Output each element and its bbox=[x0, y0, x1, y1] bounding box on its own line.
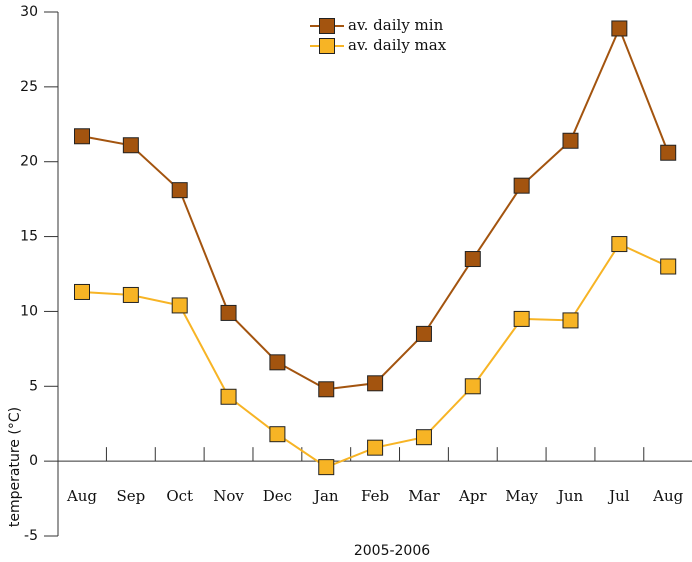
data-point bbox=[74, 128, 90, 145]
data-point bbox=[562, 132, 579, 149]
y-tick-label: 5 bbox=[29, 378, 38, 394]
data-point bbox=[660, 144, 677, 161]
data-point bbox=[611, 236, 628, 253]
x-tick-label: Jan bbox=[312, 487, 339, 505]
y-tick-label: 10 bbox=[20, 303, 38, 319]
data-point bbox=[122, 286, 139, 303]
y-tick-label: 20 bbox=[20, 154, 38, 170]
y-tick-label: 0 bbox=[29, 453, 38, 469]
x-tick-label: May bbox=[505, 487, 538, 505]
data-point bbox=[513, 177, 530, 194]
data-point bbox=[660, 258, 677, 275]
x-tick-label: Oct bbox=[166, 487, 193, 505]
data-point bbox=[415, 325, 432, 342]
data-point bbox=[171, 297, 188, 314]
series-line bbox=[81, 25, 670, 391]
y-axis-label: temperature (°C) bbox=[7, 407, 23, 527]
x-tick-label: Dec bbox=[263, 487, 292, 505]
data-point bbox=[220, 388, 237, 405]
data-point bbox=[220, 304, 237, 321]
legend-label: av. daily min bbox=[348, 16, 444, 34]
x-tick-label: Aug bbox=[652, 487, 683, 505]
x-tick-label: Apr bbox=[458, 487, 487, 505]
x-tick-label: Mar bbox=[408, 487, 440, 505]
y-tick-label: 25 bbox=[20, 79, 38, 95]
x-tick-label: Sep bbox=[116, 487, 145, 505]
y-tick-label: -5 bbox=[24, 528, 38, 544]
data-point bbox=[367, 375, 384, 392]
data-point bbox=[269, 354, 286, 371]
x-tick-label: Aug bbox=[66, 487, 97, 505]
data-point bbox=[318, 381, 335, 398]
legend-marker bbox=[319, 38, 335, 54]
data-point bbox=[367, 439, 384, 456]
data-point bbox=[513, 310, 530, 327]
data-point bbox=[415, 429, 432, 446]
legend-label: av. daily max bbox=[348, 36, 447, 54]
data-point bbox=[562, 312, 579, 329]
data-point bbox=[74, 283, 90, 300]
data-point bbox=[122, 137, 139, 154]
data-point bbox=[611, 20, 628, 37]
x-tick-label: Jun bbox=[556, 487, 584, 505]
data-point bbox=[318, 459, 335, 476]
y-tick-label: 30 bbox=[20, 4, 38, 20]
x-tick-label: Jul bbox=[607, 487, 630, 505]
legend-marker bbox=[319, 18, 335, 34]
x-tick-label: Feb bbox=[361, 487, 389, 505]
x-tick-label: Nov bbox=[213, 487, 244, 505]
data-point bbox=[171, 182, 188, 199]
data-point bbox=[269, 426, 286, 443]
data-point bbox=[464, 378, 481, 395]
x-axis-label: 2005-2006 bbox=[354, 543, 430, 559]
series-line bbox=[81, 242, 669, 469]
data-point bbox=[464, 251, 481, 268]
y-tick-label: 15 bbox=[20, 229, 38, 245]
